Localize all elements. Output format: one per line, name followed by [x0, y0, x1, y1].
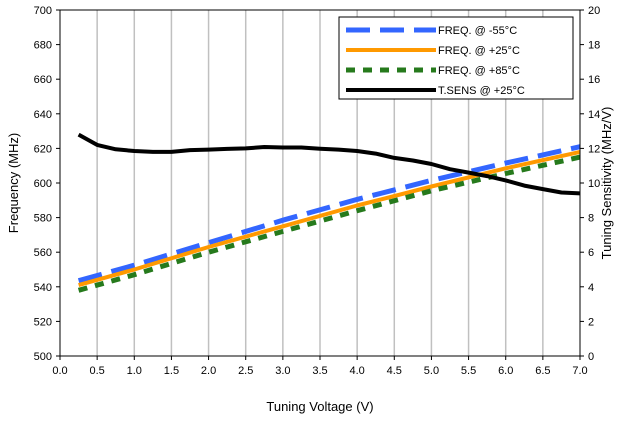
- legend-label-1: FREQ. @ +25°C: [438, 45, 520, 57]
- x-tick-label: 0.0: [52, 365, 67, 377]
- y2-tick-label: 2: [588, 316, 594, 328]
- x-tick-label: 2.5: [238, 365, 253, 377]
- y-tick-label: 700: [34, 5, 52, 17]
- y2-axis-title: Tuning Sensitivity (MHz/V): [599, 107, 614, 260]
- series-line-0: [77, 144, 581, 284]
- y2-tick-labels: 0 2 4 6 8 10 12 14 16 18 20: [588, 5, 600, 363]
- legend-label-0: FREQ. @ -55°C: [438, 25, 517, 37]
- series-line-3: [77, 132, 581, 196]
- series-line-1: [78, 149, 581, 288]
- y-tick-labels: 500 520 540 560 580 600 620 640 660 680 700: [34, 5, 52, 363]
- legend-box: [338, 16, 574, 100]
- y-axis-title: Frequency (MHz): [6, 133, 21, 233]
- x-tick-label: 4.5: [387, 365, 402, 377]
- y2-tick-label: 20: [588, 5, 600, 17]
- x-tick-label: 0.5: [89, 365, 104, 377]
- y2-tick-label: 0: [588, 351, 594, 363]
- y-tick-label: 580: [34, 213, 52, 225]
- x-tick-labels: 0.0 0.5 1.0 1.5 2.0 2.5 3.0 3.5 4.0 4.5 5.0 5.5 6.0 6…: [52, 365, 587, 377]
- x-tick-label: 1.5: [164, 365, 179, 377]
- y-tick-label: 620: [34, 143, 52, 155]
- x-tick-label: 2.0: [201, 365, 216, 377]
- x-tick-label: 3.0: [275, 365, 290, 377]
- y2-tick-label: 4: [588, 282, 594, 294]
- y2-tick-label: 6: [588, 247, 594, 259]
- y-tick-label: 520: [34, 316, 52, 328]
- y-tick-label: 640: [34, 109, 52, 121]
- series-lines: [77, 132, 581, 293]
- x-tick-label: 6.0: [498, 365, 513, 377]
- y-tick-label: 600: [34, 178, 52, 190]
- y-tick-label: 660: [34, 74, 52, 86]
- x-tick-label: 1.0: [127, 365, 142, 377]
- y-tick-label: 560: [34, 247, 52, 259]
- y2-tick-label: 10: [588, 178, 600, 190]
- y-tick-label: 540: [34, 282, 52, 294]
- legend-label-3: T.SENS @ +25°C: [438, 85, 525, 97]
- y2-tick-label: 16: [588, 74, 600, 86]
- y2-tick-label: 18: [588, 40, 600, 52]
- y-tick-label: 500: [34, 351, 52, 363]
- y2-tick-label: 8: [588, 213, 594, 225]
- legend-label-2: FREQ. @ +85°C: [438, 65, 520, 77]
- y2-tick-label: 12: [588, 143, 600, 155]
- x-tick-label: 4.0: [349, 365, 364, 377]
- y2-tick-label: 14: [588, 109, 600, 121]
- x-tick-label: 5.0: [424, 365, 439, 377]
- tick-marks: [56, 9, 584, 360]
- y-tick-label: 680: [34, 40, 52, 52]
- legend: FREQ. @ -55°C FREQ. @ +25°C FREQ. @ +85°C T…: [338, 16, 574, 100]
- x-tick-label: 6.5: [535, 365, 550, 377]
- x-tick-label: 5.5: [461, 365, 476, 377]
- x-axis-title: Tuning Voltage (V): [266, 399, 373, 414]
- x-tick-label: 3.5: [312, 365, 327, 377]
- legend-items: FREQ. @ -55°C FREQ. @ +25°C FREQ. @ +85°C T…: [346, 25, 525, 97]
- x-tick-label: 7.0: [572, 365, 587, 377]
